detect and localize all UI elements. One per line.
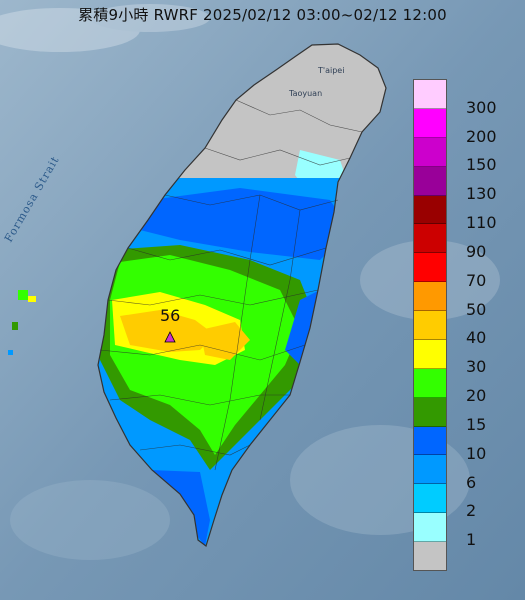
max-value-label: 56 bbox=[160, 306, 181, 325]
legend-label: 110 bbox=[466, 213, 497, 233]
legend-swatch bbox=[414, 166, 446, 196]
legend-swatch bbox=[414, 108, 446, 138]
legend-swatch bbox=[414, 368, 446, 398]
legend-swatch bbox=[414, 282, 446, 311]
legend-label: 10 bbox=[466, 443, 487, 463]
legend-label: 20 bbox=[466, 386, 487, 406]
legend-label: 200 bbox=[466, 126, 497, 146]
legend-label: 2 bbox=[466, 501, 477, 521]
legend-swatch bbox=[414, 339, 446, 369]
city-label-taoyuan: Taoyuan bbox=[289, 89, 323, 98]
legend-swatch bbox=[414, 484, 446, 514]
legend-label: 1 bbox=[466, 530, 477, 550]
legend-label: 6 bbox=[466, 472, 477, 492]
legend-swatch bbox=[414, 397, 446, 427]
rainfall-legend-bar bbox=[413, 79, 447, 571]
city-label-taipei: T'aipei bbox=[318, 66, 345, 75]
legend-label: 70 bbox=[466, 270, 487, 290]
legend-swatch bbox=[414, 542, 446, 570]
legend-label: 90 bbox=[466, 241, 487, 261]
legend-label: 30 bbox=[466, 357, 487, 377]
legend-swatch bbox=[414, 80, 446, 109]
legend-swatch bbox=[414, 455, 446, 485]
map-title: 累積9小時 RWRF 2025/02/12 03:00~02/12 12:00 bbox=[78, 6, 447, 24]
legend-label: 130 bbox=[466, 184, 497, 204]
legend-swatch bbox=[414, 513, 446, 542]
legend-swatch bbox=[414, 137, 446, 167]
max-marker-icon bbox=[164, 331, 176, 343]
legend-label: 300 bbox=[466, 97, 497, 117]
legend-label: 15 bbox=[466, 414, 487, 434]
legend-label: 50 bbox=[466, 299, 487, 319]
legend-label: 150 bbox=[466, 155, 497, 175]
legend-swatch bbox=[414, 311, 446, 340]
legend-swatch bbox=[414, 253, 446, 283]
boundary-lines bbox=[99, 99, 363, 471]
legend-swatch bbox=[414, 195, 446, 225]
legend-label: 40 bbox=[466, 328, 487, 348]
penghu-islands bbox=[8, 290, 36, 355]
legend-swatch bbox=[414, 426, 446, 456]
legend-swatch bbox=[414, 224, 446, 254]
